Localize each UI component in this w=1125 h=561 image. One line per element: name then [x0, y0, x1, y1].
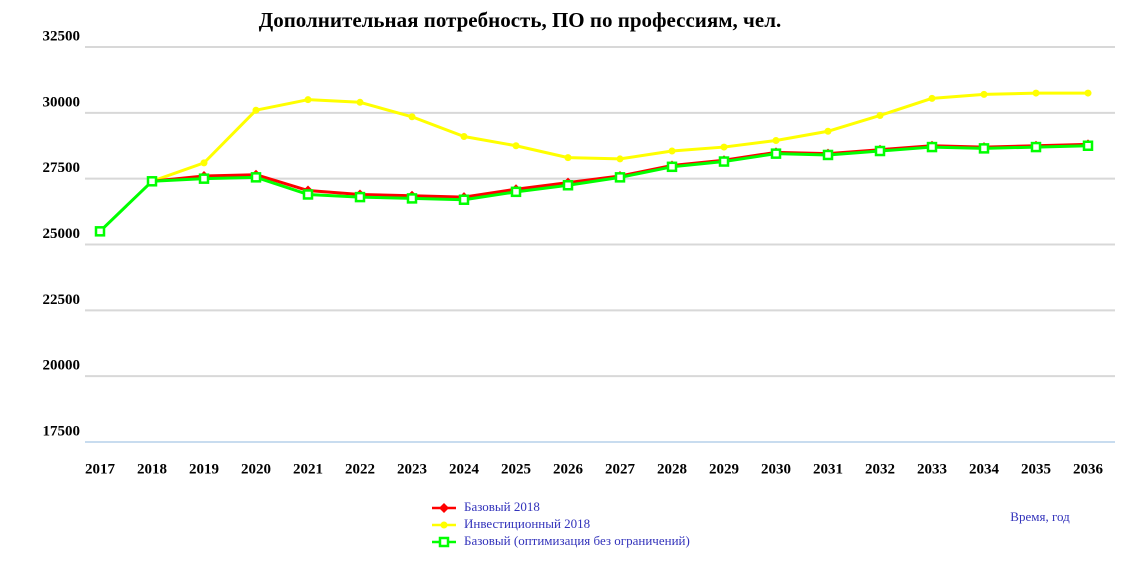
- x-tick-label: 2017: [85, 461, 116, 477]
- point: [564, 154, 572, 162]
- point: [354, 191, 366, 203]
- point: [356, 98, 364, 106]
- x-tick-label: 2021: [293, 461, 323, 477]
- y-tick-label: 20000: [43, 358, 81, 374]
- point: [822, 149, 834, 161]
- point: [772, 136, 780, 144]
- x-tick-label: 2028: [657, 461, 687, 477]
- point: [146, 176, 158, 187]
- y-tick-label: 30000: [43, 94, 81, 110]
- point: [720, 143, 728, 151]
- point: [926, 141, 938, 153]
- x-tick-label: 2033: [917, 461, 947, 477]
- point: [770, 148, 782, 159]
- point: [978, 143, 990, 154]
- x-tick-label: 2018: [137, 461, 167, 477]
- point: [668, 147, 676, 155]
- point: [874, 145, 886, 157]
- point: [250, 172, 262, 183]
- x-tick-label: 2030: [761, 461, 791, 477]
- point: [928, 94, 936, 102]
- series-line: [98, 144, 1089, 233]
- x-tick-label: 2026: [553, 461, 584, 477]
- point: [616, 155, 624, 163]
- x-tick-label: 2019: [189, 461, 219, 477]
- x-tick-label: 2036: [1073, 461, 1104, 477]
- x-tick-label: 2034: [969, 461, 1000, 477]
- legend-marker: [438, 536, 450, 548]
- x-axis-label: Время, год: [1010, 509, 1070, 524]
- point: [252, 106, 260, 114]
- point: [460, 133, 468, 141]
- point: [1032, 89, 1040, 97]
- chart-title: Дополнительная потребность, ПО по профес…: [259, 8, 781, 32]
- point: [980, 90, 988, 98]
- point: [1082, 140, 1094, 151]
- point: [876, 111, 884, 119]
- point: [666, 161, 678, 173]
- point: [512, 142, 520, 150]
- x-tick-label: 2035: [1021, 461, 1051, 477]
- y-tick-label: 27500: [43, 160, 81, 176]
- series-line: [151, 91, 1088, 183]
- point: [200, 159, 208, 167]
- point: [824, 127, 832, 135]
- legend-label: Базовый 2018: [464, 499, 540, 514]
- y-tick-label: 32500: [43, 28, 81, 44]
- point: [1084, 89, 1092, 97]
- legend-label: Инвестиционный 2018: [464, 516, 590, 531]
- point: [718, 156, 730, 167]
- legend-marker: [440, 521, 448, 529]
- point: [94, 226, 106, 237]
- x-tick-label: 2024: [449, 461, 480, 477]
- y-tick-label: 25000: [43, 226, 81, 242]
- point: [614, 172, 626, 183]
- x-tick-label: 2022: [345, 461, 375, 477]
- y-tick-label: 22500: [43, 292, 81, 308]
- x-tick-label: 2020: [241, 461, 271, 477]
- point: [406, 193, 418, 204]
- point: [1030, 141, 1042, 153]
- point: [302, 189, 314, 200]
- x-tick-label: 2027: [605, 461, 636, 477]
- x-tick-label: 2032: [865, 461, 895, 477]
- x-tick-label: 2023: [397, 461, 427, 477]
- point: [510, 186, 522, 198]
- point: [458, 194, 470, 205]
- legend-marker: [439, 503, 449, 513]
- x-tick-label: 2029: [709, 461, 739, 477]
- legend-label: Базовый (оптимизация без ограничений): [464, 533, 690, 548]
- y-tick-label: 17500: [43, 423, 81, 439]
- x-tick-label: 2031: [813, 461, 843, 477]
- x-tick-label: 2025: [501, 461, 531, 477]
- point: [408, 113, 416, 121]
- point: [562, 180, 574, 191]
- point: [198, 173, 210, 184]
- point: [304, 96, 312, 104]
